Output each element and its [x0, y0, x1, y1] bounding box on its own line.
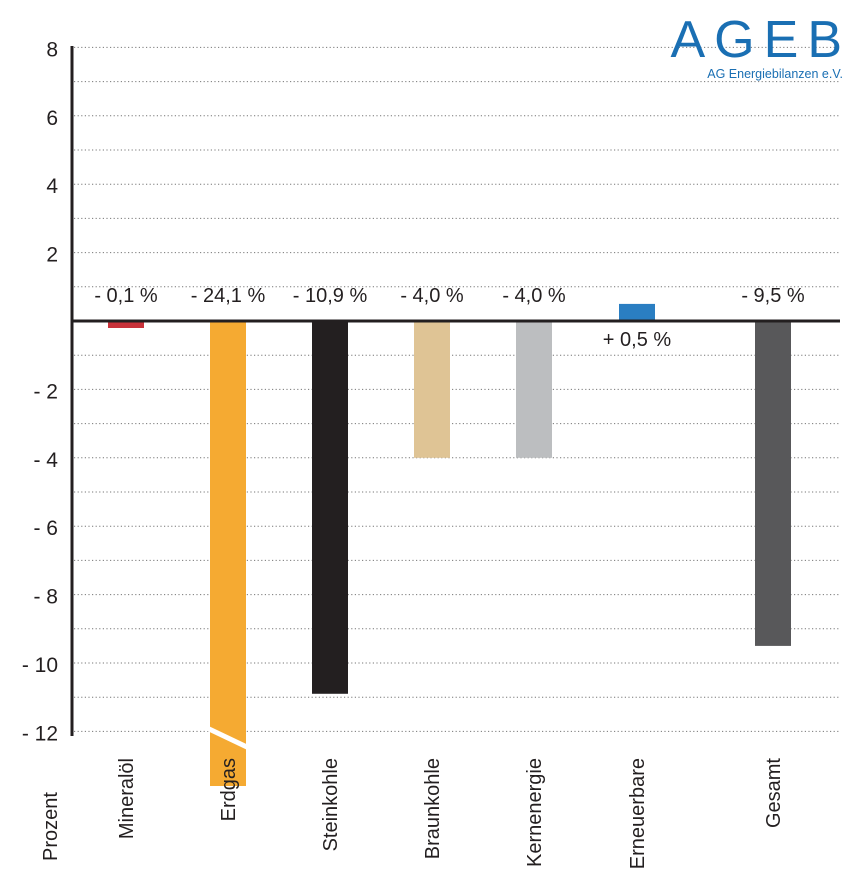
logo-name: AGEB [670, 11, 851, 69]
bar-gesamt [755, 321, 791, 646]
data-label: - 10,9 % [293, 285, 368, 307]
category-label: Gesamt [763, 758, 785, 828]
ageb-logo: AGEB AG Energiebilanzen e.V. [671, 14, 844, 82]
y-tick-label: 4 [46, 175, 58, 198]
y-tick-label: - 4 [33, 449, 58, 472]
bar-kernenergie [516, 321, 552, 458]
data-label: + 0,5 % [603, 329, 672, 351]
category-label: Erdgas [218, 758, 240, 821]
y-axis-title: Prozent [40, 792, 62, 861]
data-label: - 4,0 % [502, 285, 566, 307]
data-label: - 9,5 % [741, 285, 805, 307]
y-tick-label: - 2 [33, 380, 58, 403]
y-tick-label: - 12 [22, 722, 58, 745]
y-tick-label: - 6 [33, 517, 58, 540]
bar-erneuerbare [619, 303, 655, 321]
y-tick-label: - 10 [22, 654, 58, 677]
y-tick-label: - 8 [33, 586, 58, 609]
bar-steinkohle [312, 321, 348, 694]
axis-break-marker [205, 725, 251, 751]
bar-erdgas [210, 321, 246, 786]
y-tick-label: 8 [46, 38, 58, 61]
category-label: Braunkohle [422, 758, 444, 859]
y-tick-label: 6 [46, 107, 58, 130]
category-label: Steinkohle [320, 758, 342, 851]
category-label: Mineralöl [116, 758, 138, 839]
bar-mineralöl [108, 321, 144, 328]
bar-braunkohle [414, 321, 450, 458]
data-label: - 4,0 % [400, 285, 464, 307]
y-tick-label: 2 [46, 244, 58, 267]
logo-subtitle: AG Energiebilanzen e.V. [707, 67, 843, 81]
category-label: Erneuerbare [627, 758, 649, 869]
data-label: - 0,1 % [94, 285, 158, 307]
data-label: - 24,1 % [191, 285, 266, 307]
category-label: Kernenergie [524, 758, 546, 867]
